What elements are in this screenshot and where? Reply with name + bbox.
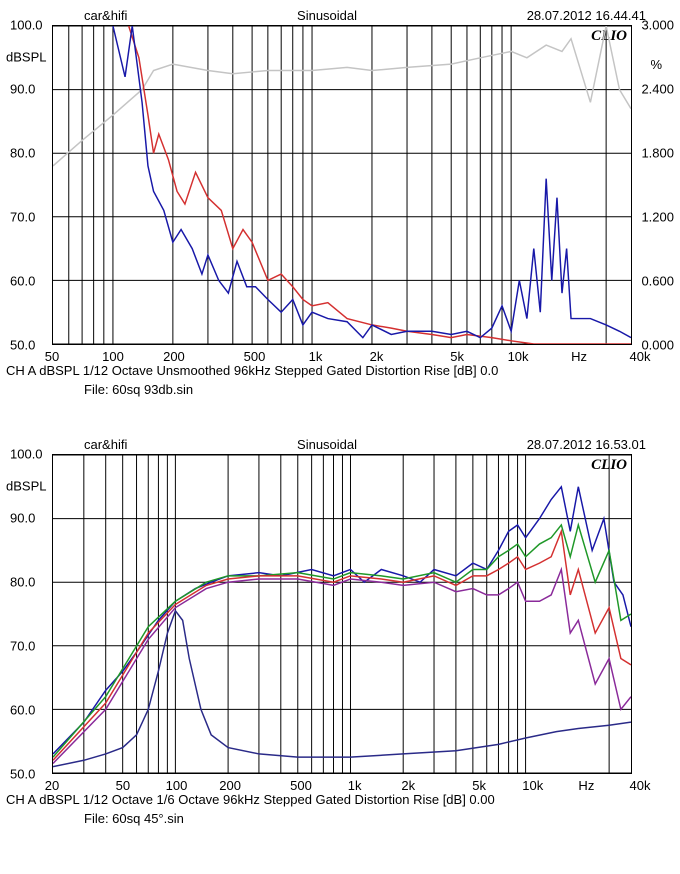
xtick: 200 — [163, 349, 185, 364]
ytick-left: 70.0 — [10, 210, 35, 225]
ytick-left: 80.0 — [10, 146, 35, 161]
xtick: 5k — [450, 349, 464, 364]
chart-1-wrap: CLIO 50.060.070.080.090.0100.0dBSPL0.000… — [4, 25, 676, 345]
xtick: 100 — [102, 349, 124, 364]
xtick: 10k — [508, 349, 529, 364]
xtick: 500 — [244, 349, 266, 364]
ytick-left: 90.0 — [10, 511, 35, 526]
ylabel-left: dBSPL — [6, 50, 46, 65]
hdr-left: car&hifi — [84, 437, 127, 452]
hdr-right: 28.07.2012 16.44.41 — [527, 8, 646, 23]
ytick-left: 50.0 — [10, 338, 35, 353]
xtick: 100 — [166, 778, 188, 793]
ytick-right: 3.000 — [641, 18, 674, 33]
hdr-left: car&hifi — [84, 8, 127, 23]
xtick: Hz — [578, 778, 594, 793]
chart-2-svg — [53, 455, 631, 773]
ytick-left: 60.0 — [10, 703, 35, 718]
chart-1-svg — [53, 26, 631, 344]
ytick-right: 1.800 — [641, 146, 674, 161]
ytick-left: 100.0 — [10, 18, 43, 33]
xtick: 10k — [522, 778, 543, 793]
ylabel-right: % — [650, 57, 662, 72]
chart-1-file: File: 60sq 93db.sin — [4, 378, 676, 397]
ylabel-left: dBSPL — [6, 479, 46, 494]
hdr-center: Sinusoidal — [297, 8, 357, 23]
xtick: 40k — [630, 349, 651, 364]
xtick: 50 — [116, 778, 130, 793]
xtick: 5k — [472, 778, 486, 793]
chart-2-wrap: CLIO 50.060.070.080.090.0100.0dBSPL20501… — [4, 454, 676, 774]
chart-1-plot: CLIO — [52, 25, 632, 345]
xtick: 200 — [219, 778, 241, 793]
ytick-left: 60.0 — [10, 274, 35, 289]
xtick: 500 — [290, 778, 312, 793]
chart-2-file: File: 60sq 45°.sin — [4, 807, 676, 826]
ytick-left: 90.0 — [10, 82, 35, 97]
ytick-right: 1.200 — [641, 210, 674, 225]
xtick: 50 — [45, 349, 59, 364]
chart-2: car&hifi Sinusoidal 28.07.2012 16.53.01 … — [4, 437, 676, 826]
xtick: 20 — [45, 778, 59, 793]
ytick-right: 2.400 — [641, 82, 674, 97]
xtick: 2k — [401, 778, 415, 793]
chart-2-header: car&hifi Sinusoidal 28.07.2012 16.53.01 — [4, 437, 676, 454]
chart-2-plot: CLIO — [52, 454, 632, 774]
ytick-left: 50.0 — [10, 767, 35, 782]
ytick-left: 100.0 — [10, 447, 43, 462]
chart-2-status: CH A dBSPL 1/12 Octave 1/6 Octave 96kHz … — [4, 774, 676, 807]
chart-1: car&hifi Sinusoidal 28.07.2012 16.44.41 … — [4, 8, 676, 397]
ytick-right: 0.600 — [641, 274, 674, 289]
xtick: 1k — [348, 778, 362, 793]
xtick: 1k — [309, 349, 323, 364]
chart-1-header: car&hifi Sinusoidal 28.07.2012 16.44.41 — [4, 8, 676, 25]
ytick-left: 80.0 — [10, 575, 35, 590]
hdr-center: Sinusoidal — [297, 437, 357, 452]
xtick: 40k — [630, 778, 651, 793]
hdr-right: 28.07.2012 16.53.01 — [527, 437, 646, 452]
xtick: 2k — [370, 349, 384, 364]
xtick: Hz — [571, 349, 587, 364]
ytick-left: 70.0 — [10, 639, 35, 654]
